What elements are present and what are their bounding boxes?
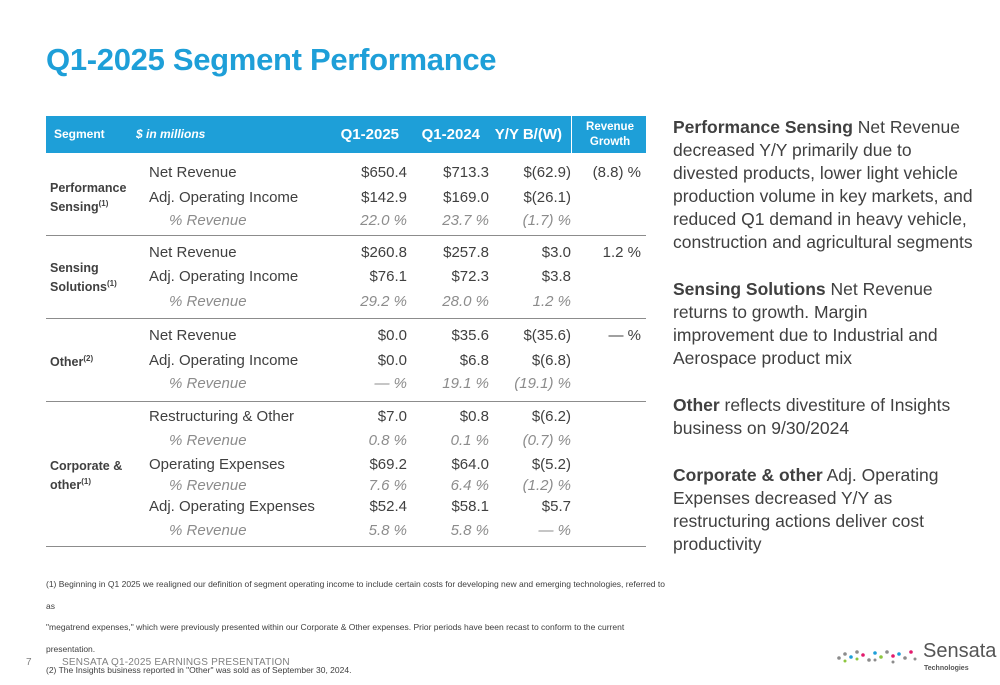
footnote-1-cont: "megatrend expenses," which were previou… <box>46 622 625 654</box>
table-row: Restructuring & Other $7.0 $0.8 $(6.2) <box>149 408 571 425</box>
page-title: Q1-2025 Segment Performance <box>46 42 497 77</box>
header-revenue-growth: Revenue Growth <box>586 121 634 148</box>
table-row: % Revenue 0.8 % 0.1 % (0.7) % <box>169 432 571 449</box>
table-row: Adj. Operating Income $142.9 $169.0 $(26… <box>149 189 571 206</box>
footer-title: SENSATA Q1-2025 EARNINGS PRESENTATION <box>62 657 290 668</box>
logo-dots-icon <box>837 650 917 664</box>
table-row: % Revenue 29.2 % 28.0 % 1.2 % <box>169 293 571 310</box>
growth-value: (8.8) % <box>592 164 641 181</box>
header-segment: Segment <box>54 127 105 141</box>
table-row: % Revenue 5.8 % 5.8 % — % <box>169 522 571 539</box>
logo-wordmark: Sensata <box>923 640 997 662</box>
sensata-logo: Sensata Technologies <box>836 640 996 680</box>
table-row: % Revenue 22.0 % 23.7 % (1.7) % <box>169 212 571 229</box>
segment-table: Segment $ in millions Q1-2025 Q1-2024 Y/… <box>46 116 646 547</box>
commentary-panel: Performance Sensing Net Revenue decrease… <box>673 116 973 580</box>
group-sensing-solutions: Sensing Solutions(1) Net Revenue $260.8 $… <box>46 236 646 319</box>
header-divider <box>571 116 572 153</box>
commentary-other: Other reflects divestiture of Insights b… <box>673 395 951 438</box>
table-row: Net Revenue $0.0 $35.6 $(35.6) — % <box>149 327 641 344</box>
group-other: Other(2) Net Revenue $0.0 $35.6 $(35.6) … <box>46 319 646 402</box>
header-q1-2025: Q1-2025 <box>340 126 399 143</box>
segment-label: Sensing Solutions(1) <box>50 261 117 295</box>
table-row: Adj. Operating Expenses $52.4 $58.1 $5.7 <box>149 498 571 515</box>
logo-subtitle: Technologies <box>924 665 969 672</box>
table-header: Segment $ in millions Q1-2025 Q1-2024 Y/… <box>46 116 646 153</box>
group-corporate-other: Corporate & other(1) Restructuring & Othe… <box>46 402 646 547</box>
page-number: 7 <box>26 657 32 668</box>
footnote-1: (1) Beginning in Q1 2025 we realigned ou… <box>46 579 665 611</box>
segment-label: Other(2) <box>50 354 94 370</box>
table-row: Net Revenue $650.4 $713.3 $(62.9) (8.8) … <box>149 164 641 181</box>
table-row: % Revenue 7.6 % 6.4 % (1.2) % <box>169 477 571 494</box>
header-unit: $ in millions <box>136 127 206 141</box>
commentary-performance-sensing: Performance Sensing Net Revenue decrease… <box>673 117 973 252</box>
table-row: Adj. Operating Income $0.0 $6.8 $(6.8) <box>149 352 571 369</box>
table-row: Adj. Operating Income $76.1 $72.3 $3.8 <box>149 268 571 285</box>
commentary-corporate-other: Corporate & other Adj. Operating Expense… <box>673 465 939 554</box>
table-row: Net Revenue $260.8 $257.8 $3.0 1.2 % <box>149 244 641 261</box>
footnotes: (1) Beginning in Q1 2025 we realigned ou… <box>46 574 666 682</box>
commentary-sensing-solutions: Sensing Solutions Net Revenue returns to… <box>673 279 938 368</box>
footnote-2: (2) The Insights business reported in "O… <box>46 665 352 675</box>
group-performance-sensing: Performance Sensing(1) Net Revenue $650.4… <box>46 153 646 236</box>
segment-label: Corporate & other(1) <box>50 459 123 493</box>
growth-value: — % <box>608 327 641 344</box>
table-row: Operating Expenses $69.2 $64.0 $(5.2) <box>149 456 571 473</box>
header-q1-2024: Q1-2024 <box>421 126 480 143</box>
header-yy: Y/Y B/(W) <box>494 126 562 143</box>
growth-value: 1.2 % <box>602 244 641 261</box>
table-row: % Revenue — % 19.1 % (19.1) % <box>169 375 571 392</box>
segment-label: Performance Sensing(1) <box>50 181 127 215</box>
